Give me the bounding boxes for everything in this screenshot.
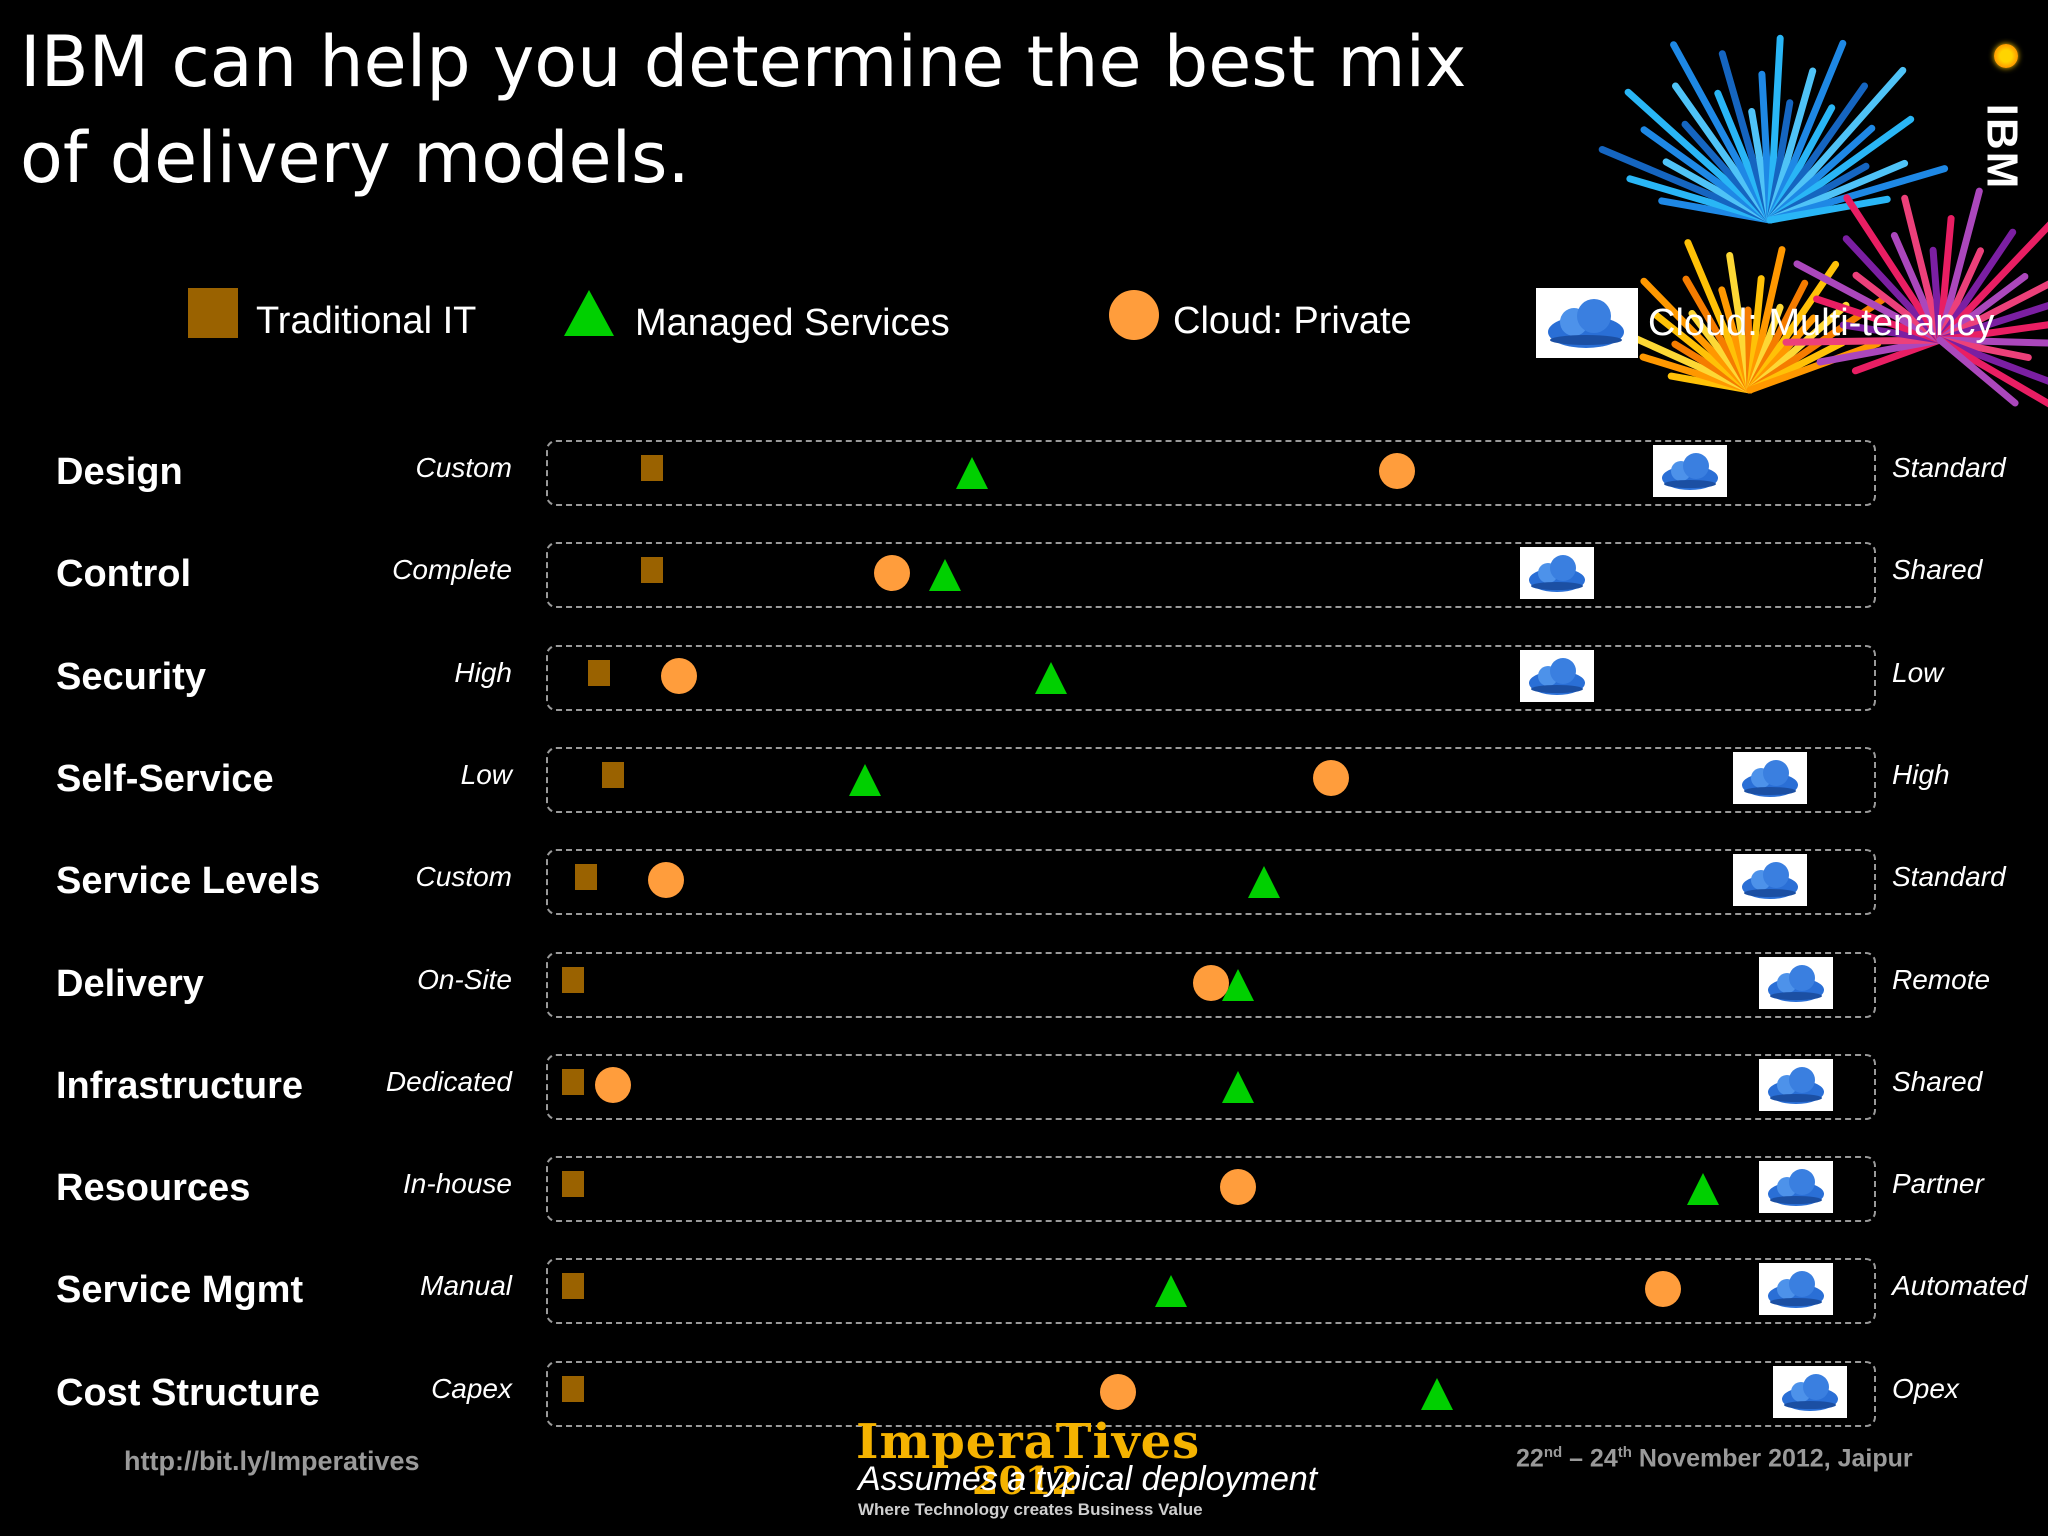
managed-services-marker [955, 457, 988, 489]
event-date: 22nd – 24th November 2012, Jaipur [1516, 1444, 1913, 1473]
traditional-it-marker [561, 1171, 584, 1197]
ibm-logo: IBM [1977, 103, 2027, 191]
cloud-private-marker [1193, 965, 1229, 1001]
legend-private-marker [1109, 290, 1159, 340]
scale-right-end: Opex [1892, 1373, 1959, 1404]
traditional-it-marker [561, 967, 584, 993]
legend-managed-marker [564, 290, 614, 336]
scale-left-end: Dedicated [385, 1066, 512, 1097]
scale-track [546, 645, 1876, 711]
managed-services-marker [1221, 1071, 1254, 1103]
row-label: Design [56, 451, 183, 493]
traditional-it-marker [561, 1069, 584, 1095]
cloud-private-marker [647, 862, 684, 898]
cloud-multitenancy-icon [1652, 445, 1727, 497]
scale-left-end: Capex [431, 1373, 512, 1404]
scale-track [546, 1258, 1876, 1324]
row-label: Service Mgmt [56, 1269, 304, 1311]
scale-right-end: Shared [1892, 1066, 1983, 1097]
cloud-multitenancy-icon [1732, 752, 1807, 804]
cloud-multitenancy-icon [1759, 1161, 1834, 1213]
cloud-private-marker [1219, 1169, 1256, 1205]
scale-track [546, 440, 1876, 506]
scale-track [546, 849, 1876, 915]
managed-services-marker [849, 764, 882, 796]
cloud-icon [1536, 288, 1638, 358]
cloud-multitenancy-icon [1519, 650, 1594, 702]
scale-left-end: High [454, 657, 512, 688]
row-label: Security [56, 656, 206, 698]
traditional-it-marker [561, 1376, 584, 1402]
cloud-private-marker [1379, 453, 1416, 489]
cloud-multitenancy-icon [1759, 957, 1834, 1009]
managed-services-marker [929, 559, 961, 591]
traditional-it-marker [574, 864, 597, 890]
legend-cloud-label: Cloud: Multi-tenancy [1648, 302, 1995, 344]
legend-managed-label: Managed Services [635, 302, 950, 344]
legend-traditional-marker [188, 288, 238, 338]
scale-right-end: Shared [1892, 554, 1983, 585]
scale-left-end: On-Site [417, 964, 512, 995]
imperatives-tagline: Where Technology creates Business Value [858, 1500, 1203, 1519]
scale-left-end: Complete [392, 554, 512, 585]
cloud-multitenancy-icon [1759, 1059, 1834, 1111]
cloud-private-marker [1645, 1271, 1682, 1307]
scale-track [546, 1361, 1876, 1427]
scale-right-end: Standard [1892, 861, 2006, 892]
cloud-private-marker [1312, 760, 1349, 796]
scale-right-end: Automated [1892, 1270, 2028, 1301]
scale-track [546, 1054, 1876, 1120]
scale-right-end: Remote [1892, 964, 1991, 995]
footer-url[interactable]: http://bit.ly/Imperatives [124, 1446, 420, 1476]
traditional-it-marker [641, 557, 664, 583]
page-title: IBM can help you determine the best mix … [20, 21, 1467, 199]
scale-right-end: Low [1892, 657, 1944, 688]
sun-logo-icon [1994, 44, 2018, 68]
row-label: Resources [56, 1167, 251, 1209]
cloud-private-marker [1099, 1374, 1136, 1410]
cloud-private-marker [873, 555, 910, 591]
scale-left-end: Custom [415, 452, 512, 483]
managed-services-marker [1421, 1378, 1454, 1410]
assumption-note: Assumes a typical deployment [858, 1460, 1318, 1498]
traditional-it-marker [588, 660, 611, 686]
scale-right-end: Standard [1892, 452, 2006, 483]
row-label: Service Levels [56, 860, 321, 902]
traditional-it-marker [561, 1273, 584, 1299]
fireworks-graphic [1598, 34, 2048, 408]
scale-right-end: High [1892, 759, 1950, 790]
scale-right-end: Partner [1892, 1168, 1984, 1199]
scale-left-end: Manual [420, 1270, 512, 1301]
traditional-it-marker [641, 455, 664, 481]
row-label: Infrastructure [56, 1065, 304, 1107]
legend-private-label: Cloud: Private [1173, 300, 1412, 342]
scale-track [546, 1156, 1876, 1222]
cloud-private-marker [661, 658, 697, 694]
imperatives-logo: ImperaTives [856, 1414, 1201, 1470]
managed-services-marker [1155, 1275, 1188, 1307]
scale-left-end: Custom [415, 861, 512, 892]
scale-track [546, 542, 1876, 608]
managed-services-marker [1687, 1173, 1720, 1205]
managed-services-marker [1035, 662, 1068, 694]
legend-traditional-label: Traditional IT [256, 300, 477, 342]
cloud-multitenancy-icon [1519, 547, 1594, 599]
imperatives-year: 2012 [972, 1458, 1078, 1503]
cloud-private-marker [594, 1067, 631, 1103]
traditional-it-marker [601, 762, 624, 788]
cloud-multitenancy-icon [1772, 1366, 1847, 1418]
row-label: Control [56, 553, 192, 595]
row-label: Cost Structure [56, 1372, 320, 1414]
scale-track [546, 952, 1876, 1018]
cloud-multitenancy-icon [1759, 1263, 1834, 1315]
scale-left-end: In-house [403, 1168, 512, 1199]
cloud-multitenancy-icon [1732, 854, 1807, 906]
managed-services-marker [1248, 866, 1281, 898]
scale-left-end: Low [460, 759, 512, 790]
row-label: Self-Service [56, 758, 274, 800]
row-label: Delivery [56, 963, 204, 1005]
scale-track [546, 747, 1876, 813]
